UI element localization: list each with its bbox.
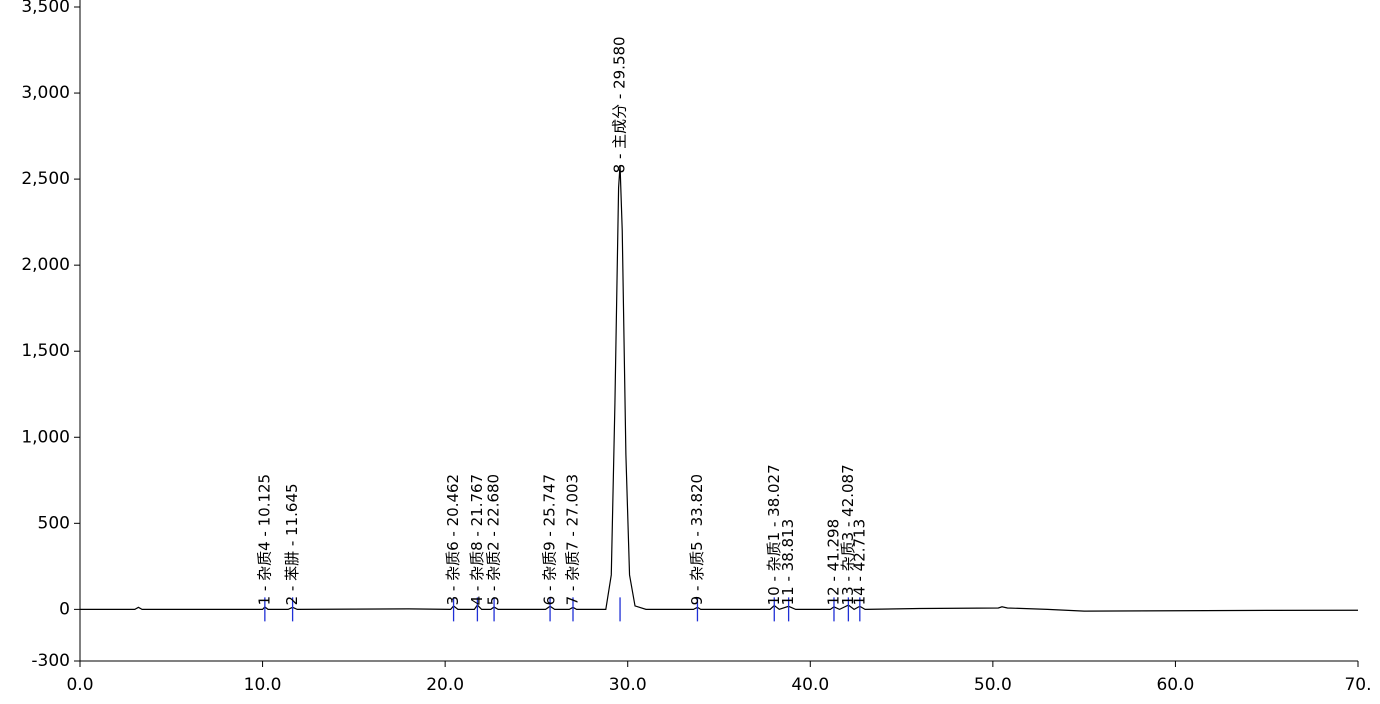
y-tick-label: 500: [38, 513, 70, 533]
y-tick-label: 1,000: [21, 427, 70, 447]
y-tick-label: 2,000: [21, 255, 70, 275]
peak-label: 9 - 杂质5 - 33.820: [688, 474, 706, 605]
y-tick-label: 1,500: [21, 341, 70, 361]
peak-label: 10 - 杂质1 - 38.027: [765, 464, 783, 605]
y-tick-label: 3,500: [21, 0, 70, 17]
x-tick-label: 20.0: [426, 675, 464, 695]
x-tick-label: 70.: [1344, 675, 1371, 695]
x-tick-label: 50.0: [974, 675, 1012, 695]
x-tick-label: 10.0: [244, 675, 282, 695]
x-tick-label: 40.0: [791, 675, 829, 695]
peak-label: 12 - 41.298: [824, 519, 842, 606]
peak-label: 4 - 杂质8 - 21.767: [468, 474, 486, 605]
x-tick-label: 30.0: [609, 675, 647, 695]
peak-label: 5 - 杂质2 - 22.680: [485, 474, 503, 605]
peak-label: 2 - 苯肼 - 11.645: [283, 483, 301, 605]
x-tick-label: 60.0: [1156, 675, 1194, 695]
x-tick-label: 0.0: [66, 675, 93, 695]
peak-label: 11 - 38.813: [779, 519, 797, 606]
y-tick-label: 0: [59, 599, 70, 619]
peak-label: 3 - 杂质6 - 20.462: [444, 474, 462, 605]
peak-label: 13 - 杂质3 - 42.087: [839, 464, 857, 605]
y-tick-label: 2,500: [21, 169, 70, 189]
peak-label: 8 - 主成分 - 29.580: [611, 36, 629, 173]
peak-label: 14 - 42.713: [850, 519, 868, 606]
peak-label: 6 - 杂质9 - 25.747: [541, 474, 559, 605]
peak-label: 7 - 杂质7 - 27.003: [563, 474, 581, 605]
trace: [80, 165, 1359, 612]
peak-label: 1 - 杂质4 - 10.125: [255, 474, 273, 605]
y-tick-label: -300: [31, 651, 70, 671]
y-tick-label: 3,000: [21, 83, 70, 103]
